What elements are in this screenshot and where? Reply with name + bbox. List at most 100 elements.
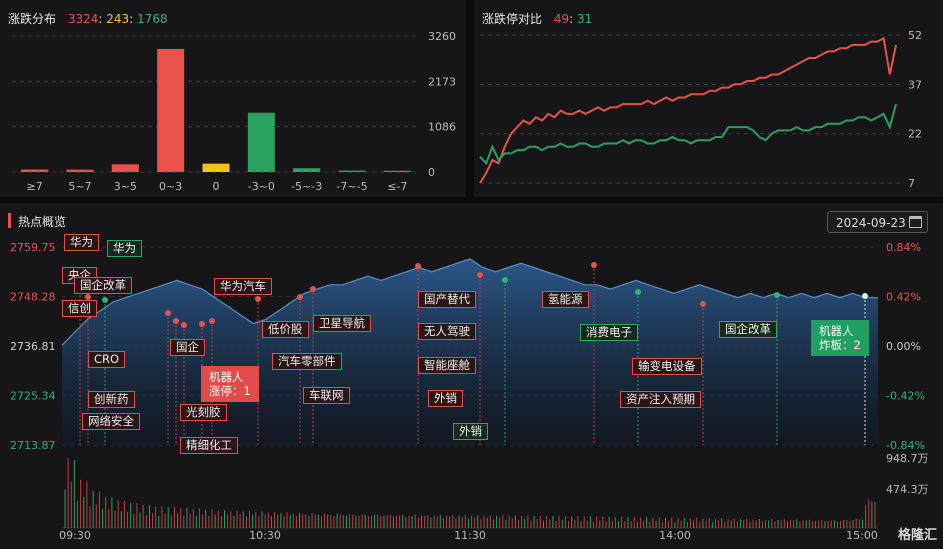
sep: : [98, 12, 103, 26]
y-tick-label: 3260 [428, 30, 456, 43]
y-left-label: 2736.81 [10, 340, 56, 353]
hotspot-tag[interactable]: 外销 [453, 423, 488, 440]
y-left-label: 2713.87 [10, 439, 56, 452]
flat-count: 243 [106, 12, 130, 26]
y-right-label: 0.84% [886, 241, 921, 254]
hotspot-tag[interactable]: 卫星导航 [313, 315, 371, 332]
bar [247, 112, 275, 172]
calendar-icon[interactable] [909, 216, 922, 228]
volume-mid-label: 474.3万 [886, 483, 929, 496]
tag-anchor [255, 296, 261, 302]
bar [293, 168, 321, 172]
logo-text: 格隆汇 [897, 528, 937, 543]
limit-up-line [479, 36, 897, 184]
hotspot-tag[interactable]: 华为 [64, 234, 99, 251]
bar [66, 169, 94, 172]
y-tick-label: 37 [908, 78, 922, 91]
rise-fall-distribution-panel: 涨跌分布 3324: 243: 1768 3260 2173 1086 0 ≥7 5~7 3… [0, 0, 466, 197]
hotspot-tag[interactable]: 国产替代 [418, 291, 476, 308]
tag-anchor [502, 277, 508, 283]
hotspot-tag[interactable]: 智能座舱 [418, 357, 476, 374]
hotspot-overview-panel: 热点概览 2024-09-23 2759.75 0.84% 2748.28 0.42%… [0, 203, 943, 549]
hotspot-tag[interactable]: 华为 [107, 240, 142, 257]
date-picker[interactable]: 2024-09-23 [827, 211, 928, 233]
x-tick-label: 09:30 [59, 529, 91, 542]
hotspot-tag[interactable]: 华为汽车 [214, 278, 272, 295]
bar [21, 169, 49, 172]
tag-anchor [700, 301, 706, 307]
tag-anchor [102, 297, 108, 303]
hotspot-tag[interactable]: 信创 [62, 300, 97, 317]
x-tick-label: 0~3 [159, 180, 182, 193]
tag-anchor [181, 322, 187, 328]
y-right-label: -0.84% [886, 439, 925, 452]
hotspot-tag[interactable]: 网络安全 [82, 413, 140, 430]
x-tick-label: 10:30 [249, 529, 281, 542]
x-tick-label: 5~7 [68, 180, 91, 193]
distribution-bar-chart: 3260 2173 1086 0 ≥7 5~7 3~5 0~3 0 -3~0 -5~-3 -7~-5 ≤… [12, 30, 456, 193]
hotspot-tag[interactable]: 国企改革 [719, 321, 777, 338]
robot-limit-up-callout[interactable]: 机器人 涨停：1 [201, 366, 259, 402]
x-tick-label: 14:00 [659, 529, 691, 542]
distribution-title-row: 涨跌分布 3324: 243: 1768 [8, 10, 168, 27]
hotspot-tag[interactable]: 央企 [62, 267, 97, 284]
hotspot-tag[interactable]: 光刻胶 [180, 404, 227, 421]
hotspot-tag[interactable]: 外销 [428, 390, 463, 407]
y-tick-label: 22 [908, 128, 922, 141]
tag-anchor [774, 292, 780, 298]
callout-line2: 炸板：2 [819, 338, 861, 352]
date-value: 2024-09-23 [836, 216, 906, 230]
tag-anchor [310, 286, 316, 292]
hotspot-title: 热点概览 [18, 215, 67, 229]
x-tick-label: ≤-7 [387, 180, 407, 193]
title-accent [8, 213, 11, 228]
y-right-label: 0.42% [886, 291, 921, 304]
hotspot-tag[interactable]: 消费电子 [580, 324, 638, 341]
hotspot-tag[interactable]: CRO [88, 351, 126, 368]
brand-logo: 格隆汇 [898, 524, 937, 543]
hotspot-tag[interactable]: 输变电设备 [632, 358, 702, 375]
limit-comparison-panel: 涨跌停对比 49: 31 52 37 22 7 [474, 0, 943, 197]
down-count: 1768 [137, 12, 168, 26]
tag-anchor [635, 289, 641, 295]
limit-up-count: 49 [553, 12, 570, 26]
sep: : [129, 12, 134, 26]
y-tick-label: 7 [908, 177, 915, 190]
x-tick-label: 3~5 [114, 180, 137, 193]
hotspot-tag[interactable]: 氢能源 [542, 291, 589, 308]
y-tick-label: 1086 [428, 121, 456, 134]
hotspot-tag[interactable]: 汽车零部件 [272, 353, 342, 370]
limit-title-row: 涨跌停对比 49: 31 [482, 10, 592, 27]
bar [202, 163, 230, 172]
hotspot-tag[interactable]: 精细化工 [180, 437, 238, 454]
bar [157, 48, 185, 173]
x-tick-label: -5~-3 [291, 180, 322, 193]
hotspot-tag[interactable]: 创新药 [88, 391, 135, 408]
tag-anchor [297, 294, 303, 300]
hotspot-tag[interactable]: 资产注入预期 [620, 391, 701, 408]
hotspot-tag[interactable]: 国企改革 [74, 277, 132, 294]
y-tick-label: 52 [908, 29, 922, 42]
x-tick-label: 15:00 [846, 529, 878, 542]
hotspot-tag[interactable]: 车联网 [303, 387, 350, 404]
hotspot-tag[interactable]: 低价股 [262, 321, 309, 338]
y-right-label: -0.42% [886, 390, 925, 403]
bar [111, 164, 139, 172]
index-line [61, 258, 878, 346]
y-left-label: 2748.28 [10, 291, 56, 304]
tag-anchor [209, 318, 215, 324]
tag-anchor [85, 294, 91, 300]
hotspot-tag[interactable]: 无人驾驶 [418, 323, 476, 340]
distribution-title: 涨跌分布 [8, 12, 57, 26]
callout-line2: 涨停：1 [209, 384, 251, 398]
robot-broken-board-callout[interactable]: 机器人 炸板：2 [811, 320, 869, 356]
sep: : [569, 12, 574, 26]
x-tick-label: -3~0 [248, 180, 275, 193]
y-left-label: 2759.75 [10, 241, 56, 254]
y-tick-label: 0 [428, 166, 435, 179]
volume-max-label: 948.7万 [886, 452, 929, 465]
up-count: 3324 [67, 12, 99, 26]
hotspot-tag[interactable]: 国企 [170, 339, 205, 356]
tag-anchor [173, 318, 179, 324]
bar [338, 170, 366, 172]
